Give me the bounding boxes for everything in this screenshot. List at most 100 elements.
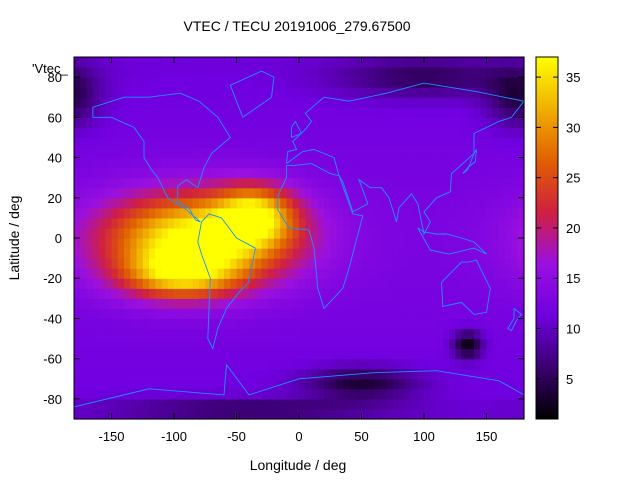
heatmap-cell — [330, 308, 338, 320]
heatmap-cell — [467, 97, 475, 108]
y-axis-label: Latitude / deg — [6, 196, 22, 281]
heatmap-cell — [105, 157, 113, 169]
heatmap-cell — [105, 167, 113, 179]
heatmap-cell — [336, 127, 344, 139]
heatmap-cell — [499, 107, 506, 118]
heatmap-cell — [480, 207, 488, 219]
heatmap-cell — [367, 358, 375, 370]
heatmap-cell — [124, 238, 131, 249]
heatmap-cell — [236, 177, 244, 189]
heatmap-cell — [342, 308, 350, 320]
heatmap-cell — [480, 107, 488, 118]
heatmap-cell — [392, 378, 400, 390]
heatmap-cell — [305, 358, 313, 370]
heatmap-cell — [455, 177, 463, 189]
heatmap-cell — [186, 197, 194, 209]
heatmap-cell — [224, 338, 231, 350]
heatmap-cell — [386, 127, 394, 139]
heatmap-cell — [367, 227, 375, 239]
heatmap-cell — [442, 408, 450, 420]
heatmap-cell — [392, 117, 400, 128]
heatmap-cell — [111, 368, 119, 380]
heatmap-cell — [186, 227, 194, 239]
heatmap-cell — [242, 388, 250, 400]
heatmap-cell — [124, 157, 131, 169]
heatmap-cell — [242, 217, 250, 229]
heatmap-cell — [211, 398, 219, 410]
heatmap-cell — [299, 388, 306, 400]
heatmap-cell — [430, 338, 438, 350]
heatmap-cell — [349, 87, 356, 98]
heatmap-cell — [255, 398, 263, 410]
heatmap-cell — [411, 157, 419, 169]
heatmap-cell — [111, 298, 119, 309]
heatmap-cell — [342, 268, 350, 279]
heatmap-cell — [180, 197, 188, 209]
heatmap-cell — [155, 358, 163, 370]
heatmap-cell — [305, 217, 313, 229]
heatmap-cell — [161, 77, 169, 88]
heatmap-cell — [499, 278, 506, 289]
heatmap-cell — [167, 338, 175, 350]
heatmap-cell — [149, 167, 156, 179]
heatmap-cell — [280, 187, 288, 199]
heatmap-cell — [424, 318, 431, 330]
heatmap-cell — [361, 318, 369, 330]
heatmap-cell — [449, 398, 456, 410]
heatmap-cell — [499, 147, 506, 159]
heatmap-cell — [274, 358, 281, 370]
heatmap-cell — [167, 187, 175, 199]
heatmap-cell — [274, 107, 281, 118]
heatmap-cell — [405, 378, 413, 390]
heatmap-cell — [499, 67, 506, 78]
heatmap-cell — [511, 97, 519, 108]
heatmap-cell — [467, 177, 475, 189]
heatmap-cell — [467, 268, 475, 279]
heatmap-cell — [330, 217, 338, 229]
heatmap-cell — [286, 187, 294, 199]
heatmap-cell — [274, 77, 281, 88]
heatmap-cell — [324, 378, 331, 390]
heatmap-cell — [299, 197, 306, 209]
heatmap-cell — [474, 207, 481, 219]
heatmap-cell — [211, 318, 219, 330]
heatmap-cell — [255, 57, 263, 68]
heatmap-cell — [505, 167, 513, 179]
heatmap-cell — [336, 258, 344, 269]
heatmap-cell — [511, 77, 519, 88]
heatmap-cell — [217, 227, 225, 239]
heatmap-cell — [405, 408, 413, 420]
heatmap-cell — [367, 248, 375, 259]
heatmap-cell — [99, 77, 106, 88]
heatmap-cell — [399, 248, 406, 259]
heatmap-cell — [167, 67, 175, 78]
heatmap-cell — [205, 97, 213, 108]
heatmap-cell — [274, 308, 281, 320]
heatmap-cell — [480, 177, 488, 189]
heatmap-cell — [74, 308, 81, 320]
heatmap-cell — [430, 97, 438, 108]
heatmap-cell — [499, 248, 506, 259]
heatmap-cell — [311, 348, 319, 360]
heatmap-cell — [117, 57, 125, 68]
heatmap-cell — [299, 378, 306, 390]
heatmap-cell — [192, 177, 200, 189]
heatmap-cell — [261, 328, 269, 340]
heatmap-cell — [74, 217, 81, 229]
heatmap-cell — [205, 157, 213, 169]
heatmap-cell — [480, 147, 488, 159]
heatmap-cell — [355, 87, 363, 98]
heatmap-cell — [99, 97, 106, 108]
heatmap-cell — [455, 147, 463, 159]
heatmap-cell — [280, 388, 288, 400]
heatmap-cell — [442, 328, 450, 340]
heatmap-cell — [349, 318, 356, 330]
heatmap-cell — [467, 408, 475, 420]
heatmap-cell — [405, 127, 413, 139]
heatmap-cell — [80, 378, 88, 390]
heatmap-cell — [317, 207, 325, 219]
heatmap-cell — [205, 147, 213, 159]
heatmap-cell — [380, 398, 388, 410]
heatmap-cell — [149, 187, 156, 199]
